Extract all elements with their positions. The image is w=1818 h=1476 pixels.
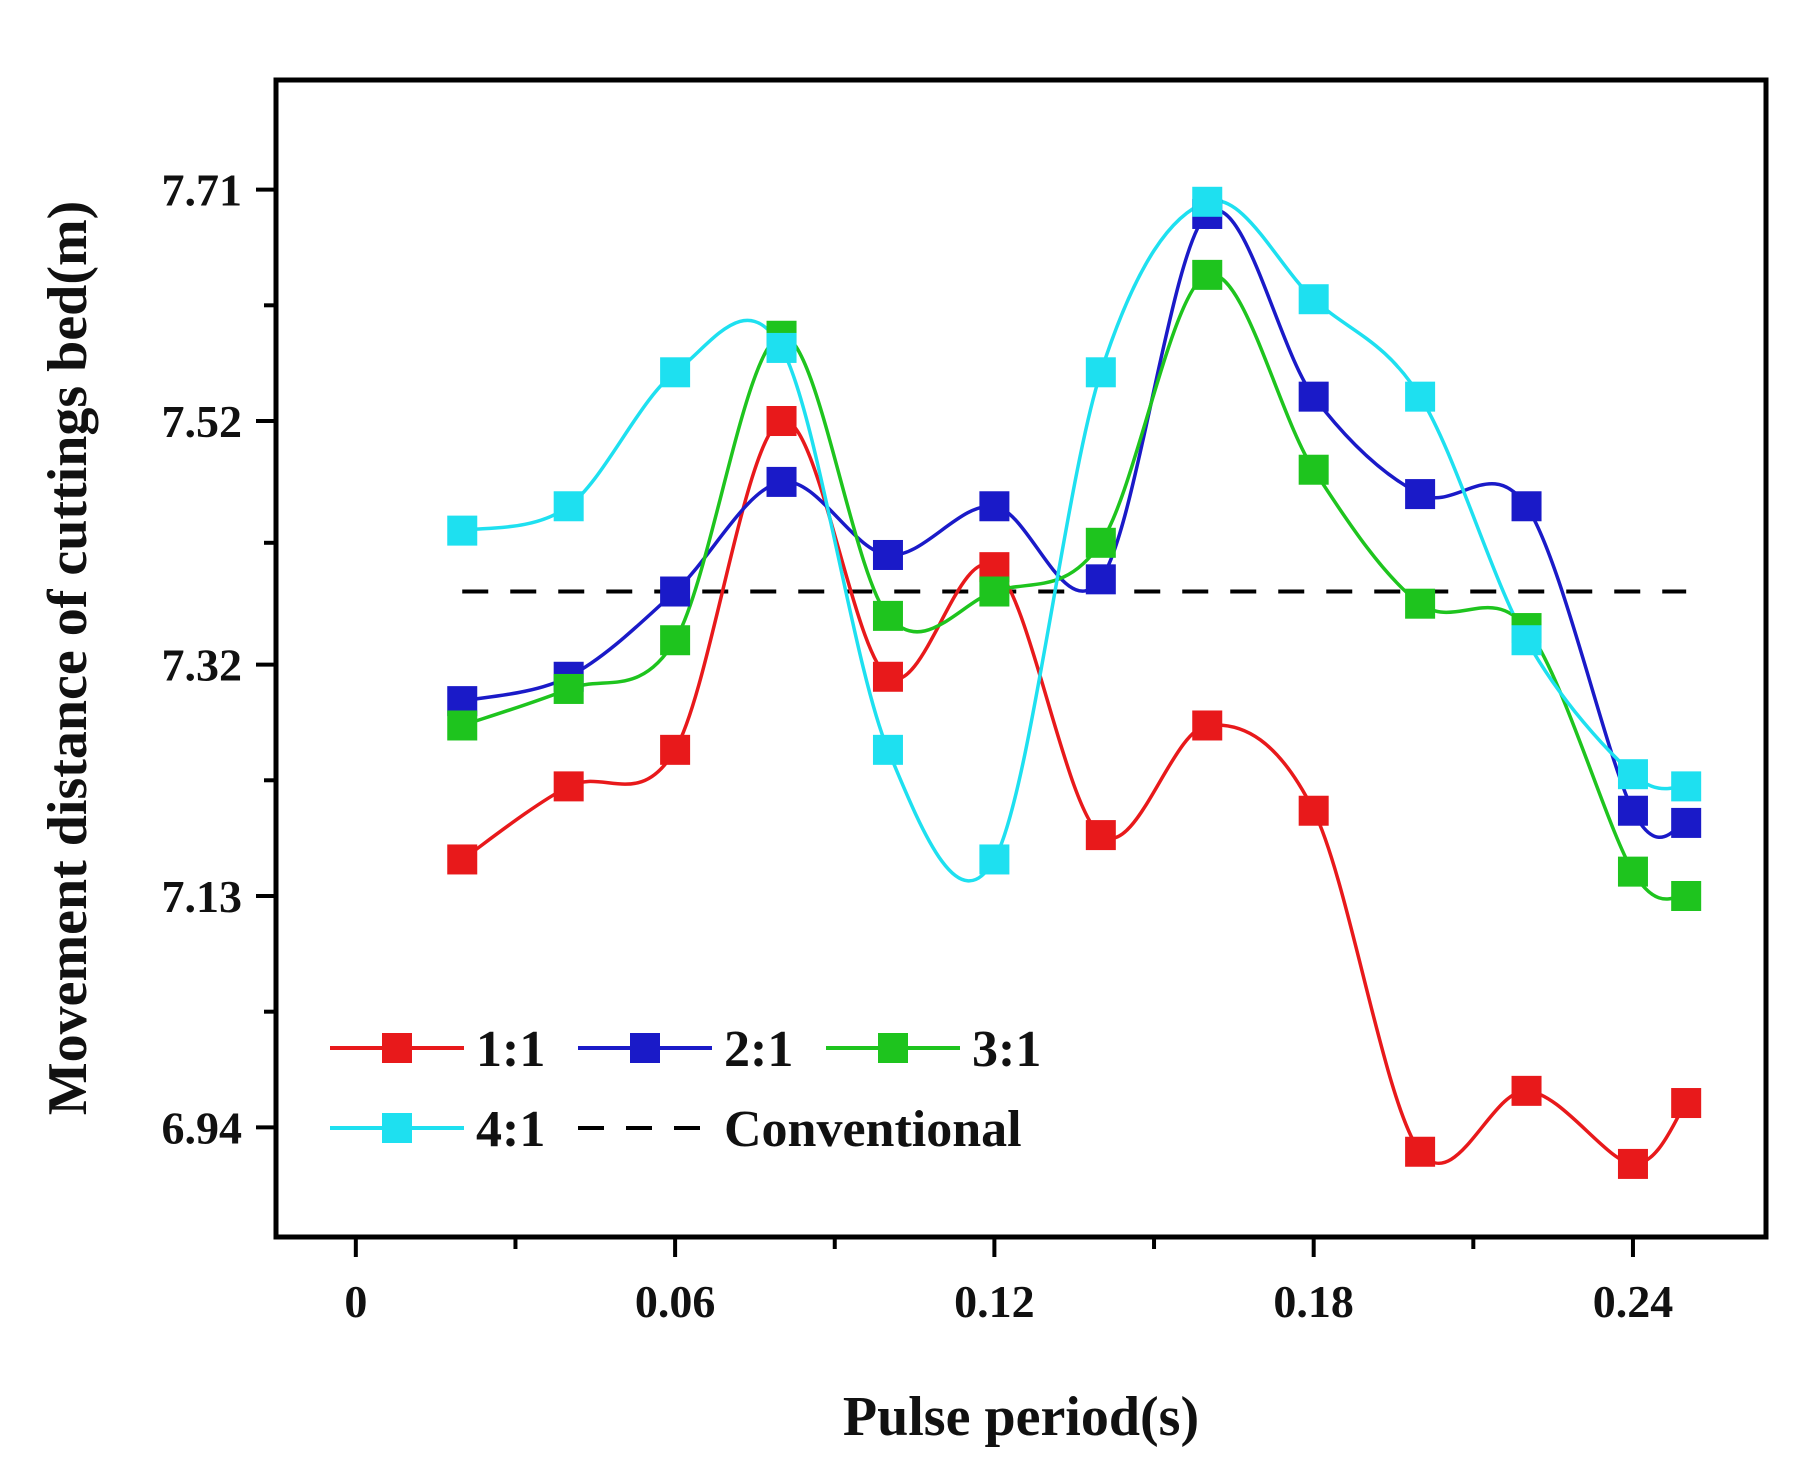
x-tick-label: 0.06 xyxy=(635,1276,716,1327)
legend-marker-4-1 xyxy=(382,1113,412,1143)
lines-layer xyxy=(461,198,1688,1166)
legend-marker-2-1 xyxy=(630,1033,660,1063)
data-point-3-1 xyxy=(553,673,584,704)
axes-layer: 0 0.06 0.12 0.18 0.24 6.94 7.13 7.32 7.52 7.71 xyxy=(162,165,1674,1327)
data-point-1-1 xyxy=(1298,795,1329,826)
data-point-3-1 xyxy=(1617,856,1648,887)
x-tick-label: 0 xyxy=(344,1276,367,1327)
data-point-3-1 xyxy=(1085,527,1116,558)
data-point-1-1 xyxy=(1085,820,1116,851)
data-point-4-1 xyxy=(553,491,584,522)
data-point-3-1 xyxy=(1298,454,1329,485)
series-line-1-1 xyxy=(461,419,1688,1166)
plot-frame xyxy=(273,77,1769,1240)
legend-label-conventional: Conventional xyxy=(724,1101,1022,1158)
data-point-4-1 xyxy=(1405,381,1436,412)
data-point-3-1 xyxy=(979,576,1010,607)
legend-label-4-1: 4:1 xyxy=(476,1101,545,1158)
data-point-3-1 xyxy=(1405,588,1436,619)
data-point-2-1 xyxy=(660,576,691,607)
y-axis-title: Movement distance of cuttings bed(m) xyxy=(37,201,99,1116)
markers-layer xyxy=(447,186,1702,1179)
data-point-1-1 xyxy=(1511,1075,1542,1106)
data-point-2-1 xyxy=(1085,564,1116,595)
data-point-1-1 xyxy=(1617,1148,1648,1179)
data-point-2-1 xyxy=(979,491,1010,522)
data-point-1-1 xyxy=(1405,1136,1436,1167)
data-point-1-1 xyxy=(553,771,584,802)
data-point-2-1 xyxy=(1671,807,1702,838)
y-tick-label: 7.13 xyxy=(162,871,243,922)
legend-marker-1-1 xyxy=(382,1033,412,1063)
data-point-2-1 xyxy=(1511,491,1542,522)
data-point-4-1 xyxy=(1511,625,1542,656)
data-point-3-1 xyxy=(1192,259,1223,290)
data-point-4-1 xyxy=(979,844,1010,875)
data-point-1-1 xyxy=(660,734,691,765)
data-point-4-1 xyxy=(1192,186,1223,217)
data-point-2-1 xyxy=(872,539,903,570)
data-point-2-1 xyxy=(1298,381,1329,412)
legend-label-3-1: 3:1 xyxy=(972,1021,1041,1078)
series-line-4-1 xyxy=(461,198,1687,883)
data-point-1-1 xyxy=(1192,710,1223,741)
y-tick-label: 7.52 xyxy=(162,396,243,447)
data-point-3-1 xyxy=(447,710,478,741)
data-point-4-1 xyxy=(766,332,797,363)
data-point-3-1 xyxy=(1671,880,1702,911)
x-tick-label: 0.18 xyxy=(1273,1276,1354,1327)
data-point-4-1 xyxy=(447,515,478,546)
data-point-4-1 xyxy=(660,357,691,388)
y-tick-label: 7.71 xyxy=(162,165,243,216)
data-point-1-1 xyxy=(872,661,903,692)
legend-label-2-1: 2:1 xyxy=(724,1021,793,1078)
legend-label-1-1: 1:1 xyxy=(476,1021,545,1078)
data-point-1-1 xyxy=(1671,1088,1702,1119)
data-point-2-1 xyxy=(1405,479,1436,510)
y-tick-label: 7.32 xyxy=(162,640,243,691)
data-point-4-1 xyxy=(872,734,903,765)
x-tick-label: 0.24 xyxy=(1593,1276,1674,1327)
series-line-2-1 xyxy=(461,208,1687,839)
data-point-1-1 xyxy=(447,844,478,875)
data-point-4-1 xyxy=(1085,357,1116,388)
data-point-3-1 xyxy=(660,625,691,656)
data-point-2-1 xyxy=(1617,795,1648,826)
data-point-3-1 xyxy=(872,600,903,631)
data-point-1-1 xyxy=(766,406,797,437)
y-tick-label: 6.94 xyxy=(162,1102,243,1153)
x-axis-title: Pulse period(s) xyxy=(843,1386,1199,1448)
legend: 1:1 2:1 3:1 4:1 Conventional xyxy=(330,1021,1041,1158)
data-point-4-1 xyxy=(1617,759,1648,790)
legend-marker-3-1 xyxy=(878,1033,908,1063)
data-point-2-1 xyxy=(766,466,797,497)
data-point-4-1 xyxy=(1671,771,1702,802)
x-tick-label: 0.12 xyxy=(954,1276,1035,1327)
data-point-4-1 xyxy=(1298,284,1329,315)
